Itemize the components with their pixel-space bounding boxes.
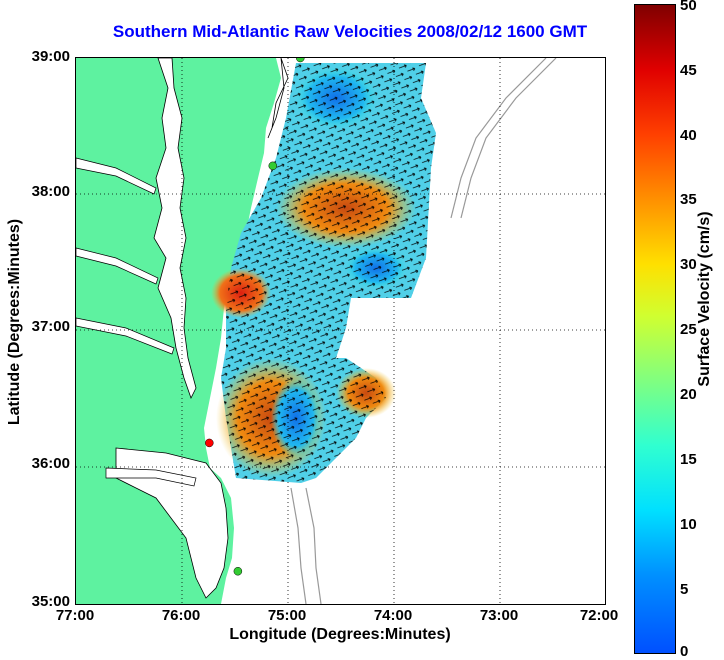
- y-tick-label: 37:00: [31, 318, 70, 335]
- x-tick-label: 74:00: [373, 607, 413, 624]
- x-axis-label: Longitude (Degrees:Minutes): [229, 626, 451, 643]
- colorbar-tick: 50: [680, 0, 697, 14]
- colorbar-label: Surface Velocity (cm/s): [696, 211, 713, 387]
- sites-layer: [205, 58, 305, 576]
- y-tick-label: 39:00: [31, 48, 70, 65]
- x-tick-label: 73:00: [479, 607, 519, 624]
- colorbar-tick: 30: [680, 256, 697, 273]
- map-panel[interactable]: [75, 57, 606, 605]
- site-cape-may-marker[interactable]: [268, 161, 278, 171]
- tidal-river: [76, 247, 159, 285]
- x-tick-label: 77:00: [55, 607, 95, 624]
- plot-title: Southern Mid-Atlantic Raw Velocities 200…: [112, 22, 588, 41]
- tidal-river: [76, 317, 175, 355]
- colorbar-tick: 35: [680, 191, 697, 208]
- x-tick-label: 76:00: [161, 607, 201, 624]
- y-tick-label: 38:00: [31, 183, 70, 200]
- colorbar-tick: 25: [680, 321, 697, 338]
- colorbar-tick: 10: [680, 516, 697, 533]
- colorbar-tick: 0: [680, 643, 689, 660]
- albemarle-sound: [105, 467, 197, 487]
- y-tick-label: 36:00: [31, 455, 70, 472]
- x-tick-label: 72:00: [579, 607, 619, 624]
- colorbar-tick: 15: [680, 451, 697, 468]
- tidal-river: [76, 157, 157, 195]
- delaware-bay: [267, 58, 289, 139]
- bathymetry-contours: [290, 58, 557, 604]
- chesapeake-bay: [153, 58, 197, 400]
- y-axis-label: Latitude (Degrees:Minutes): [6, 218, 23, 426]
- site-north-marker[interactable]: [296, 58, 305, 63]
- y-tick-label: 35:00: [31, 593, 70, 610]
- colorbar-tick: 40: [680, 127, 697, 144]
- colorbar: [634, 4, 676, 654]
- site-hatteras-marker[interactable]: [233, 566, 243, 576]
- pamlico-sound: [115, 447, 229, 599]
- colorbar-tick: 5: [680, 581, 689, 598]
- map-svg: [76, 58, 605, 604]
- grid-lines: [76, 58, 605, 604]
- colorbar-tick: 45: [680, 62, 697, 79]
- site-duck-marker[interactable]: [205, 438, 214, 448]
- colorbar-tick: 20: [680, 386, 697, 403]
- x-tick-label: 75:00: [267, 607, 307, 624]
